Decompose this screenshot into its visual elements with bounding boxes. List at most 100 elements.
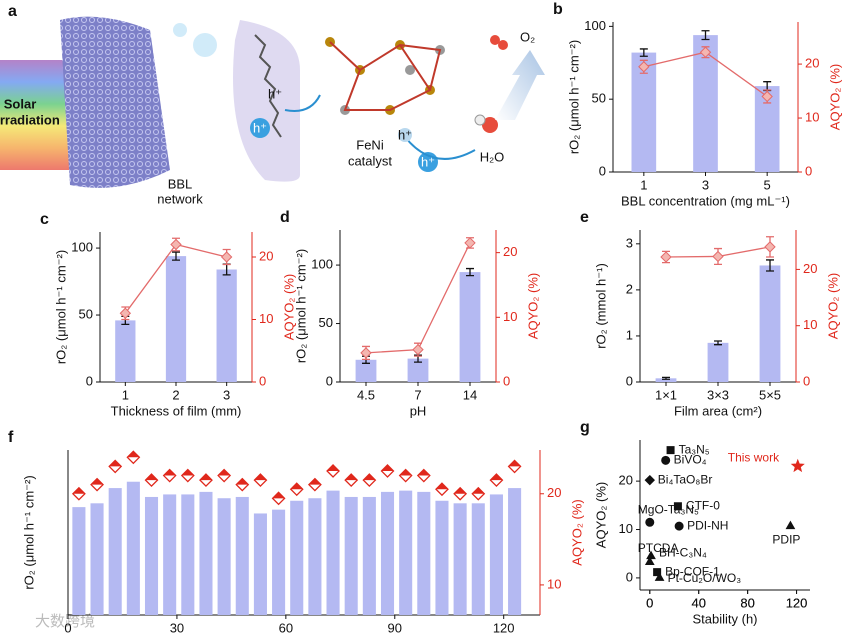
o2-molecule bbox=[490, 35, 500, 45]
y2-tick-label: 10 bbox=[259, 311, 273, 326]
error-bar bbox=[701, 30, 710, 41]
y-tick-label: 100 bbox=[71, 240, 93, 255]
solar-label: irradiation bbox=[0, 112, 60, 127]
scatter-point bbox=[644, 556, 655, 565]
error-bar bbox=[172, 251, 180, 261]
x-tick-label: 3×3 bbox=[707, 387, 729, 402]
scatter-point bbox=[644, 474, 655, 486]
y-tick-label: 1 bbox=[626, 327, 633, 342]
bar bbox=[126, 481, 140, 615]
point-label: This work bbox=[728, 450, 780, 464]
bar bbox=[435, 500, 449, 615]
aqy-marker-fill bbox=[363, 474, 376, 481]
scatter-point bbox=[785, 520, 796, 530]
x-tick-label: 60 bbox=[279, 620, 293, 635]
y2-tick-label: 20 bbox=[803, 261, 817, 276]
y-axis-label: AQYO₂ (%) bbox=[593, 482, 608, 548]
aqy-marker bbox=[464, 237, 476, 249]
panel-label: a bbox=[8, 3, 17, 20]
y-tick-label: 100 bbox=[584, 18, 606, 33]
aqy-marker bbox=[761, 90, 773, 103]
bar bbox=[199, 491, 213, 615]
point-label: BH-C₃N₄ bbox=[659, 545, 707, 559]
scatter-point bbox=[654, 572, 665, 581]
y2-tick-label: 20 bbox=[805, 56, 819, 71]
panel-label: f bbox=[8, 429, 14, 446]
y-tick-label: 0 bbox=[326, 373, 333, 388]
x-tick-label: 3 bbox=[223, 387, 230, 402]
x-tick-label: 0 bbox=[646, 595, 653, 610]
bar bbox=[290, 500, 304, 615]
hole-label: h⁺ bbox=[398, 127, 412, 142]
aqy-line bbox=[365, 242, 471, 354]
x-tick-label: 0 bbox=[64, 620, 71, 635]
y2-axis-label: AQYO₂ (%) bbox=[569, 499, 584, 565]
bubble bbox=[193, 33, 217, 57]
aqy-marker bbox=[170, 238, 182, 251]
water-molecule bbox=[482, 117, 498, 133]
y-tick-label: 100 bbox=[311, 257, 333, 272]
y2-axis-label: AQYO₂ (%) bbox=[281, 274, 296, 340]
x-tick-label: 0 bbox=[646, 595, 653, 610]
molecule bbox=[254, 34, 282, 138]
aqy-marker bbox=[638, 61, 650, 73]
bar bbox=[655, 378, 677, 382]
bar bbox=[707, 342, 729, 382]
arrow bbox=[284, 94, 321, 112]
x-tick-label: 4.5 bbox=[357, 387, 375, 402]
bar bbox=[362, 496, 376, 615]
scatter-point bbox=[673, 502, 682, 511]
y2-tick-label: 0 bbox=[803, 373, 810, 388]
aqy-marker-fill bbox=[399, 469, 412, 476]
point-label: Bp-COF-1 bbox=[665, 564, 720, 578]
x-tick-label: 40 bbox=[691, 595, 705, 610]
y-tick-label: 10 bbox=[619, 521, 633, 536]
y-axis-label: rO₂ (μmol h⁻¹ cm⁻²) bbox=[53, 250, 68, 364]
aqy-marker-fill bbox=[218, 469, 231, 476]
x-tick-label: 1×1 bbox=[655, 387, 677, 402]
panel-label: b bbox=[553, 1, 563, 18]
x-axis-label: BBL concentration (mg mL⁻¹) bbox=[621, 193, 790, 208]
y2-tick-label: 0 bbox=[503, 373, 510, 388]
y-tick-label: 0 bbox=[626, 569, 633, 584]
bar bbox=[235, 496, 249, 615]
aqy-marker-fill bbox=[381, 464, 394, 471]
x-tick-label: 7 bbox=[414, 387, 421, 402]
aqy-marker-fill bbox=[199, 474, 212, 481]
bar bbox=[508, 488, 522, 615]
y-tick-label: 0 bbox=[626, 373, 633, 388]
aqy-marker-fill bbox=[345, 474, 358, 481]
catalyst-label: catalyst bbox=[348, 153, 392, 168]
y-axis-label: rO₂ (μmol h⁻¹ cm⁻²) bbox=[566, 40, 581, 154]
aqy-marker bbox=[220, 251, 233, 263]
x-tick-label: 90 bbox=[388, 620, 402, 635]
aqy-marker-fill bbox=[435, 483, 448, 490]
bar bbox=[253, 513, 267, 615]
y2-tick-label: 10 bbox=[805, 109, 819, 124]
bar bbox=[181, 494, 195, 615]
x-tick-label: 2 bbox=[172, 387, 179, 402]
y-tick-label: 2 bbox=[626, 281, 633, 296]
point-label: PTCDA bbox=[638, 541, 679, 555]
error-bar bbox=[662, 376, 670, 380]
aqy-marker bbox=[712, 250, 724, 263]
aqy-marker-fill bbox=[290, 483, 303, 490]
aqy-marker-fill bbox=[236, 478, 249, 485]
x-axis-label: Film area (cm²) bbox=[674, 403, 762, 418]
point-label: BiVO₄ bbox=[674, 452, 707, 466]
point-label: PDIP bbox=[772, 532, 800, 546]
bar bbox=[115, 320, 136, 382]
x-tick-label: 80 bbox=[740, 595, 754, 610]
panel-label: g bbox=[580, 419, 590, 436]
y-axis-label: rO₂ (mmol h⁻¹) bbox=[593, 263, 608, 349]
watermark: 大数跨境 bbox=[35, 612, 95, 630]
panel-label: e bbox=[580, 209, 589, 226]
bar bbox=[399, 490, 413, 615]
bar bbox=[344, 496, 358, 615]
hole-label: h⁺ bbox=[268, 86, 282, 101]
y-tick-label: 50 bbox=[592, 91, 606, 106]
y2-tick-label: 20 bbox=[259, 248, 273, 263]
x-axis-label: Thickness of film (mm) bbox=[111, 403, 242, 418]
aqy-marker bbox=[764, 241, 776, 253]
